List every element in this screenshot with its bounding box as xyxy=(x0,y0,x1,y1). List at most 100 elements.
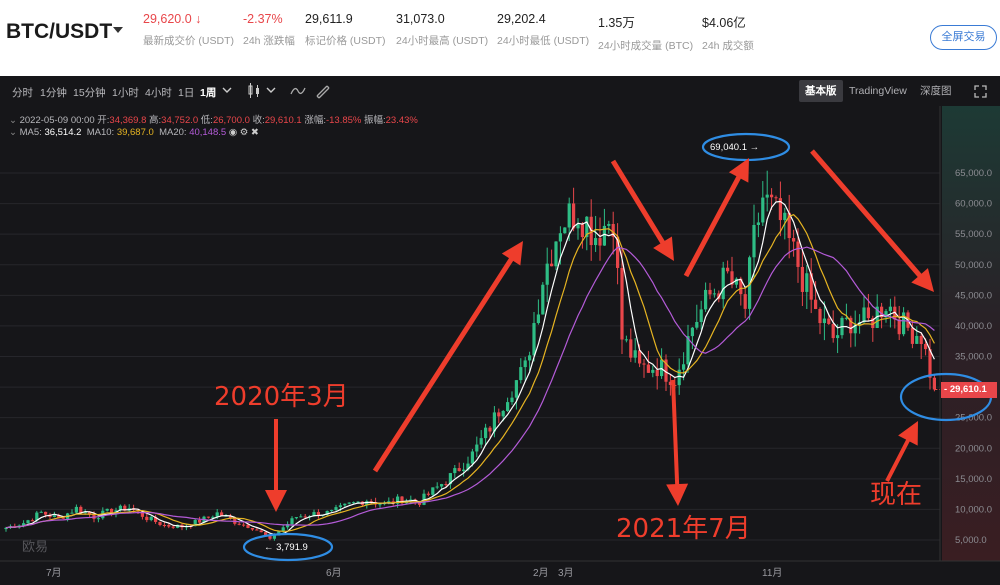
candle-body xyxy=(827,318,831,324)
chart-panel[interactable]: 65,000.0 60,000.0 55,000.0 50,000.0 45,000.0… xyxy=(0,76,1000,585)
ma5-label: MA5: xyxy=(19,127,42,138)
candle-body xyxy=(800,266,804,292)
candle-body xyxy=(642,363,646,365)
candle-body xyxy=(435,486,439,488)
y-tick-label: 5,000.0 xyxy=(955,535,987,546)
candlestick-chart[interactable]: 65,000.0 60,000.0 55,000.0 50,000.0 45,000.0… xyxy=(0,76,1000,585)
candle-body xyxy=(409,499,413,501)
candle-body xyxy=(422,493,426,505)
view-basic-tab[interactable]: 基本版 xyxy=(799,80,843,102)
draw-tool-icon[interactable] xyxy=(314,83,330,99)
candle-body xyxy=(805,273,809,292)
chart-toolbar: 分时 1分钟 15分钟 1小时 4小时 1日 1周 基本版 TradingVie… xyxy=(0,76,1000,106)
timeframe-2[interactable]: 1分钟 xyxy=(40,87,67,99)
candle-body xyxy=(532,323,536,356)
stat-value: 31,073.0 xyxy=(396,12,445,26)
candle-body xyxy=(849,317,853,334)
close-icon[interactable]: ✖ xyxy=(250,127,259,138)
candle-body xyxy=(378,504,382,506)
stat-24h-turnover: $4.06亿 24h 成交额 xyxy=(702,12,754,53)
candle-body xyxy=(866,307,870,319)
candle-body xyxy=(761,197,765,223)
pair-name[interactable]: BTC/USDT xyxy=(6,20,113,43)
chevron-down-icon[interactable] xyxy=(222,86,232,94)
candle-body xyxy=(616,236,620,268)
exchange-watermark: 欧易 xyxy=(22,539,49,554)
view-tradingview-tab[interactable]: TradingView xyxy=(849,85,907,97)
candle-body xyxy=(426,493,430,495)
y-tick-label: 45,000.0 xyxy=(955,290,992,301)
candle-body xyxy=(228,515,232,519)
candle-body xyxy=(928,349,932,378)
candle-body xyxy=(664,359,668,382)
candle-body xyxy=(88,512,92,515)
indicator-icon[interactable] xyxy=(290,84,306,98)
collapse-caret-icon[interactable]: ⌄ xyxy=(9,127,17,138)
candle-body xyxy=(712,293,716,295)
candle-body xyxy=(708,289,712,295)
candle-body xyxy=(510,397,514,403)
x-tick-label: 7月 xyxy=(46,567,62,579)
annotation-2020-march: 2020年3月 xyxy=(214,382,349,412)
timeframe-5[interactable]: 4小时 xyxy=(145,87,172,99)
eye-icon[interactable]: ◉ xyxy=(228,127,238,138)
view-depth-tab[interactable]: 深度图 xyxy=(920,85,952,97)
candle-body xyxy=(528,355,532,361)
candle-body xyxy=(338,505,342,508)
collapse-caret-icon[interactable]: ⌄ xyxy=(9,115,17,126)
candle-body xyxy=(862,307,866,323)
candle-body xyxy=(734,278,738,285)
timeframe-6[interactable]: 1日 xyxy=(178,87,195,99)
ma-info: ⌄ MA5: 36,514.2 MA10: 39,687.0 MA20: 40,… xyxy=(9,127,259,138)
candle-body xyxy=(536,314,540,324)
candle-body xyxy=(765,194,769,198)
pair-dropdown-icon[interactable] xyxy=(113,27,123,33)
ma5-line xyxy=(5,200,935,536)
x-tick-label: 2月 xyxy=(533,567,549,579)
candle-body xyxy=(818,308,822,324)
fullscreen-trade-button[interactable]: 全屏交易 xyxy=(930,25,997,50)
red-arrow-annotation xyxy=(810,149,934,292)
candle-type-icon[interactable] xyxy=(246,82,262,100)
timeframe-7[interactable]: 1周 xyxy=(200,87,217,99)
candle-body xyxy=(492,412,496,432)
candle-body xyxy=(730,271,734,285)
candle-body xyxy=(61,517,65,519)
y-tick-label: 10,000.0 xyxy=(955,504,992,515)
timeframe-1[interactable]: 分时 xyxy=(12,87,33,99)
stat-value: 29,202.4 xyxy=(497,12,546,26)
candle-body xyxy=(871,318,875,329)
candle-body xyxy=(743,294,747,309)
candle-body xyxy=(638,350,642,364)
candle-body xyxy=(299,516,303,518)
candle-body xyxy=(475,444,479,452)
settings-icon[interactable]: ⚙ xyxy=(239,127,249,138)
candle-body xyxy=(646,364,650,373)
stat-value: -2.37% xyxy=(243,12,283,26)
candle-body xyxy=(585,216,589,238)
candle-body xyxy=(110,508,114,514)
timeframe-4[interactable]: 1小时 xyxy=(112,87,139,99)
candle-body xyxy=(198,519,202,523)
timeframe-3[interactable]: 15分钟 xyxy=(73,87,106,99)
candle-body xyxy=(347,502,351,504)
candle-body xyxy=(303,516,307,518)
candle-body xyxy=(123,505,127,511)
candle-body xyxy=(453,468,457,474)
ohlc-low-label: 低: xyxy=(200,115,213,126)
candle-body xyxy=(149,516,153,521)
candle-body xyxy=(264,532,268,536)
candle-body xyxy=(563,227,567,234)
candle-body xyxy=(470,451,474,464)
ohlc-open: 34,369.8 xyxy=(109,115,147,126)
candle-body xyxy=(910,327,914,344)
candle-body xyxy=(479,438,483,445)
expand-icon[interactable] xyxy=(974,85,987,98)
low-highlight-circle xyxy=(242,532,334,562)
candle-body xyxy=(35,512,39,521)
candle-body xyxy=(792,238,796,242)
candle-body xyxy=(343,503,347,506)
chevron-down-icon[interactable] xyxy=(266,86,276,94)
candle-body xyxy=(206,516,210,518)
high-highlight-circle xyxy=(701,132,791,162)
